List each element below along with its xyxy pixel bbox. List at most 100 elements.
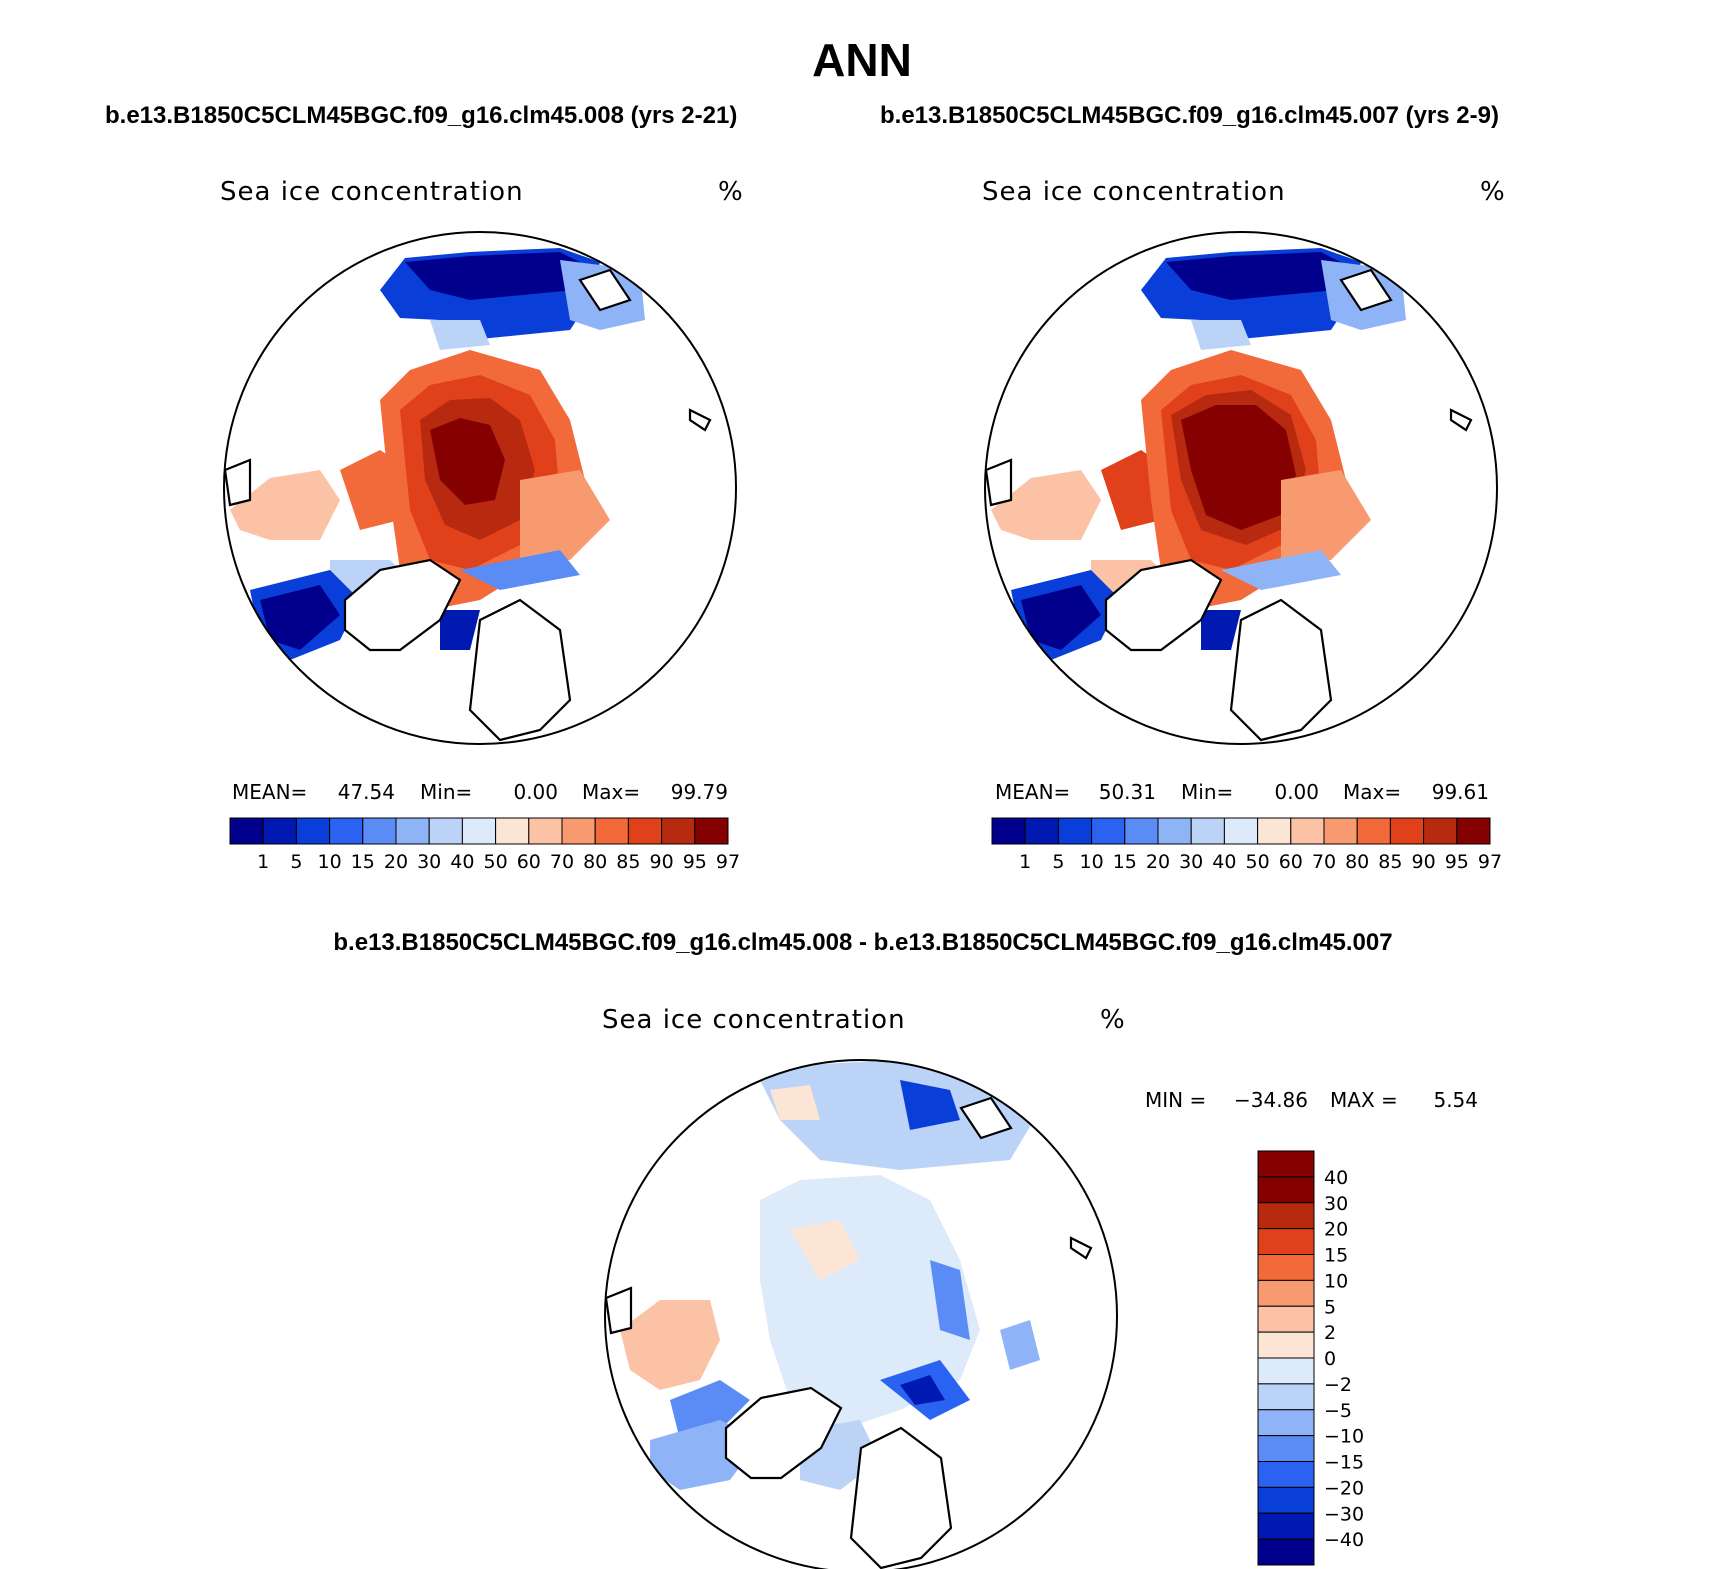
diff-colorbar-tick-label: 5 <box>1324 1296 1336 1318</box>
diff-colorbar-swatch <box>1257 1202 1315 1230</box>
diff-colorbar-tick-label: −10 <box>1324 1426 1364 1448</box>
left-colorbar-tick-label: 60 <box>517 851 541 873</box>
diff-colorbar-swatch <box>1257 1357 1315 1385</box>
left-colorbar-swatch <box>627 817 663 845</box>
left-colorbar-tick-label: 95 <box>683 851 707 873</box>
diff-colorbar-swatch <box>1257 1512 1315 1540</box>
left-colorbar-swatch <box>461 817 497 845</box>
diff-colorbar-swatch <box>1257 1486 1315 1514</box>
right-colorbar-tick-label: 20 <box>1146 851 1170 873</box>
right-colorbar-swatch <box>1091 817 1126 845</box>
diff-max-label: MAX = <box>1330 1088 1398 1112</box>
right-colorbar-swatch <box>1257 817 1292 845</box>
diff-max-value: 5.54 <box>1433 1088 1478 1112</box>
left-colorbar-tick-label: 1 <box>257 851 269 873</box>
left-colorbar-tick-label: 85 <box>616 851 640 873</box>
right-colorbar-swatch <box>1124 817 1159 845</box>
left-mean-value: 47.54 <box>338 780 395 804</box>
diff-colorbar-swatch <box>1257 1279 1315 1307</box>
left-colorbar-tick-label: 80 <box>583 851 607 873</box>
left-min-value: 0.00 <box>513 780 558 804</box>
diff-colorbar-tick-label: 20 <box>1324 1219 1348 1241</box>
diff-colorbar-tick-label: 0 <box>1324 1348 1336 1370</box>
left-colorbar-swatch <box>262 817 297 845</box>
diff-colorbar-tick-label: 40 <box>1324 1167 1348 1189</box>
left-colorbar-tick-label: 70 <box>550 851 574 873</box>
diff-units-label: % <box>1100 1005 1126 1035</box>
left-colorbar-swatch <box>329 817 364 845</box>
diff-colorbar-swatch <box>1257 1435 1315 1462</box>
main-title: ANN <box>812 34 912 86</box>
left-colorbar-swatch <box>495 817 530 845</box>
left-colorbar-swatch <box>295 817 331 845</box>
right-colorbar-tick-label: 90 <box>1412 851 1436 873</box>
left-variable-label: Sea ice concentration <box>220 177 524 207</box>
diff-min-value: −34.86 <box>1234 1088 1308 1112</box>
diff-variable-label: Sea ice concentration <box>602 1005 906 1035</box>
right-max-label: Max= <box>1343 780 1401 804</box>
right-colorbar-tick-label: 80 <box>1345 851 1369 873</box>
right-units-label: % <box>1480 177 1506 207</box>
diff-colorbar-swatch <box>1257 1150 1315 1178</box>
left-colorbar-tick-label: 15 <box>351 851 375 873</box>
right-colorbar: 1 5 10 15 20 30 40 50 60 70 80 85 90 95 97 <box>991 817 1502 873</box>
left-colorbar-swatch <box>561 817 596 845</box>
diff-colorbar-tick-label: −20 <box>1324 1477 1364 1499</box>
right-colorbar-swatch <box>1057 817 1093 845</box>
right-colorbar-swatch <box>1356 817 1391 845</box>
diff-colorbar-swatch <box>1257 1176 1315 1204</box>
left-map-border <box>223 231 737 745</box>
left-stats: MEAN= 47.54 Min= 0.00 Max= 99.79 <box>232 780 728 804</box>
right-colorbar-tick-label: 70 <box>1312 851 1336 873</box>
right-colorbar-tick-label: 10 <box>1080 851 1104 873</box>
left-colorbar-tick-label: 90 <box>650 851 674 873</box>
right-colorbar-swatch <box>1290 817 1325 845</box>
right-colorbar-swatch <box>1456 817 1491 845</box>
right-colorbar-swatch <box>1389 817 1425 845</box>
left-coastlines <box>224 268 712 742</box>
left-colorbar-tick-label: 40 <box>450 851 474 873</box>
right-colorbar-tick-label: 15 <box>1113 851 1137 873</box>
left-mean-label: MEAN= <box>232 780 307 804</box>
left-colorbar-tick-label: 20 <box>384 851 408 873</box>
right-colorbar-tick-label: 60 <box>1279 851 1303 873</box>
diff-colorbar-tick-label: −40 <box>1324 1529 1364 1551</box>
diff-colorbar-tick-label: −5 <box>1324 1400 1352 1422</box>
left-colorbar-tick-label: 97 <box>716 851 740 873</box>
right-mean-label: MEAN= <box>995 780 1070 804</box>
right-min-label: Min= <box>1181 780 1233 804</box>
right-max-value: 99.61 <box>1432 780 1489 804</box>
right-colorbar-swatch <box>991 817 1026 845</box>
diff-colorbar-swatch <box>1257 1383 1315 1411</box>
diff-stats: MIN = −34.86 MAX = 5.54 <box>1145 1088 1478 1112</box>
right-colorbar-swatch <box>1223 817 1259 845</box>
left-colorbar-swatch <box>594 817 629 845</box>
left-colorbar-swatch <box>229 817 264 845</box>
left-colorbar-swatch <box>694 817 729 845</box>
diff-colorbar-swatch <box>1257 1254 1315 1281</box>
left-colorbar-swatch <box>395 817 430 845</box>
left-units-label: % <box>718 177 744 207</box>
left-max-value: 99.79 <box>671 780 728 804</box>
right-colorbar-tick-label: 95 <box>1445 851 1469 873</box>
case-title-diff: b.e13.B1850C5CLM45BGC.f09_g16.clm45.008 … <box>333 929 1392 956</box>
left-colorbar-swatch <box>362 817 397 845</box>
right-colorbar-tick-label: 50 <box>1246 851 1270 873</box>
right-map <box>985 248 1473 742</box>
right-colorbar-tick-label: 30 <box>1179 851 1203 873</box>
right-stats: MEAN= 50.31 Min= 0.00 Max= 99.61 <box>995 780 1489 804</box>
left-colorbar-tick-label: 10 <box>318 851 342 873</box>
left-colorbar: 1 5 10 15 20 30 40 50 60 70 80 85 90 95 97 <box>229 817 740 873</box>
diff-coastlines <box>605 1096 1093 1569</box>
diff-colorbar-swatch <box>1257 1228 1315 1255</box>
right-mean-value: 50.31 <box>1099 780 1156 804</box>
diff-colorbar-swatch <box>1257 1331 1315 1359</box>
right-variable-label: Sea ice concentration <box>982 177 1286 207</box>
diff-colorbar-tick-label: −15 <box>1324 1452 1364 1474</box>
right-colorbar-swatch <box>1323 817 1358 845</box>
right-colorbar-tick-label: 40 <box>1212 851 1236 873</box>
diff-map-border <box>604 1059 1118 1569</box>
left-colorbar-tick-label: 5 <box>290 851 302 873</box>
diff-map <box>605 1060 1093 1569</box>
